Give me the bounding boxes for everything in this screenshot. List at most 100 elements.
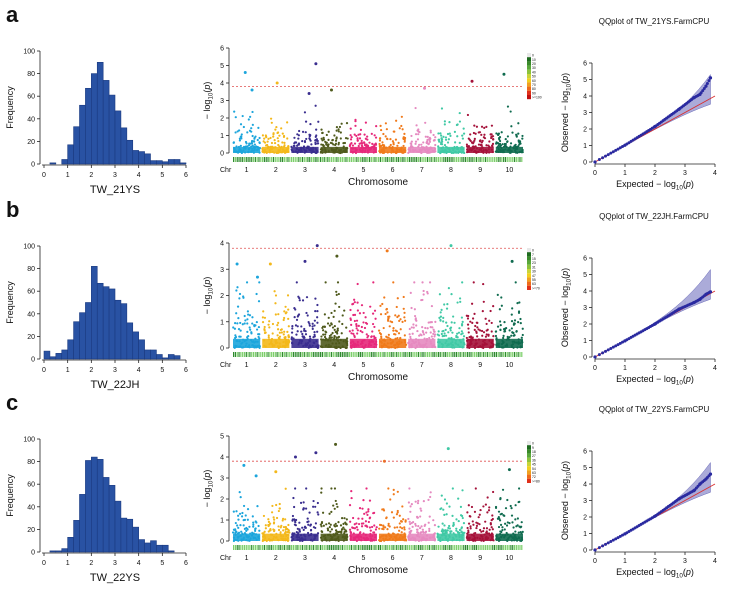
snp-density-strip (330, 545, 333, 550)
density-legend-swatch (527, 82, 531, 87)
snp-point (443, 332, 446, 335)
snp-density-strip (488, 157, 490, 162)
snp-point (338, 305, 341, 309)
snp-point (461, 332, 464, 335)
snp-density-strip (258, 545, 260, 550)
snp-point (517, 132, 520, 135)
snp-point (442, 529, 445, 533)
snp-point (335, 136, 338, 139)
snp-point (466, 511, 469, 514)
snp-point (433, 524, 437, 527)
snp-point (368, 499, 372, 502)
snp-point (294, 487, 297, 490)
snp-density-strip (332, 157, 334, 162)
snp-density-strip (276, 545, 278, 550)
chromosome-tick-label: 2 (274, 167, 278, 174)
snp-point (401, 527, 404, 530)
snp-point (284, 336, 287, 339)
snp-density-strip (354, 157, 356, 162)
snp-point (325, 523, 328, 526)
snp-point (369, 305, 372, 308)
snp-point (368, 526, 372, 529)
snp-point (361, 331, 364, 334)
snp-density-strip (323, 545, 325, 550)
snp-point (280, 524, 283, 527)
manhattan-y-tick-label: 5 (220, 63, 224, 70)
snp-point (264, 331, 267, 334)
chromosome-tick-label: 6 (391, 167, 395, 174)
snp-point (445, 307, 449, 310)
snp-point (458, 141, 461, 144)
snp-point (235, 312, 238, 315)
snp-point (479, 329, 482, 332)
snp-point (336, 281, 340, 284)
snp-point (337, 335, 341, 338)
snp-point (422, 331, 425, 334)
qq-point (702, 86, 706, 90)
label-part: ( (560, 469, 570, 472)
snp-point (513, 319, 517, 322)
snp-point (257, 335, 260, 339)
snp-point-band (291, 146, 319, 153)
manhattan-y-tick-label: 1 (220, 518, 224, 525)
snp-point (402, 137, 405, 140)
snp-density-strip (256, 157, 258, 162)
snp-point (460, 324, 464, 327)
snp-point (513, 322, 516, 325)
snp-point (446, 324, 449, 328)
density-legend-label: 15 (532, 257, 536, 261)
snp-point (325, 141, 328, 144)
snp-point (238, 297, 241, 300)
qq-point (707, 79, 711, 83)
snp-density-strip (349, 545, 351, 550)
snp-point (339, 137, 342, 140)
snp-point (237, 328, 241, 331)
snp-density-strip (345, 545, 347, 550)
snp-density-strip (388, 545, 391, 550)
snp-density-strip (494, 157, 496, 162)
snp-point (241, 323, 244, 326)
snp-point (440, 137, 443, 140)
snp-point (446, 132, 450, 136)
snp-density-strip (280, 352, 282, 357)
snp-point (263, 137, 266, 140)
snp-density-strip (276, 352, 278, 357)
histogram-y-tick-label: 80 (27, 266, 35, 273)
snp-point (511, 307, 514, 310)
snp-point (242, 125, 245, 129)
snp-density-strip (446, 352, 449, 357)
snp-point (268, 523, 271, 526)
snp-point (482, 530, 485, 533)
snp-density-strip (278, 157, 280, 162)
snp-point (447, 138, 450, 141)
snp-point (253, 137, 256, 140)
snp-point (482, 282, 485, 286)
snp-point (380, 335, 383, 338)
snp-point (474, 145, 477, 148)
snp-point (521, 530, 524, 533)
snp-point (373, 531, 376, 534)
snp-density-strip (387, 545, 389, 550)
snp-density-strip (343, 545, 345, 550)
snp-density-strip (240, 352, 242, 357)
snp-point (421, 298, 424, 302)
snp-point (258, 141, 261, 145)
snp-point (258, 281, 261, 284)
snp-point (284, 487, 287, 490)
snp-density-strip (350, 352, 353, 357)
qq-x-label: Expected − log10(p) (616, 179, 694, 192)
snp-density-strip (354, 545, 356, 550)
snp-point (402, 518, 405, 521)
snp-point (241, 114, 244, 118)
histogram-bar (173, 355, 181, 360)
snp-density-strip (410, 157, 412, 162)
snp-density-strip (361, 157, 363, 162)
snp-density-strip (390, 545, 392, 550)
snp-point (474, 324, 477, 328)
snp-point (410, 503, 413, 506)
snp-point (426, 135, 429, 139)
snp-point (287, 523, 290, 527)
snp-point (314, 505, 317, 508)
density-legend-swatch (527, 65, 531, 70)
snp-point (368, 516, 372, 519)
